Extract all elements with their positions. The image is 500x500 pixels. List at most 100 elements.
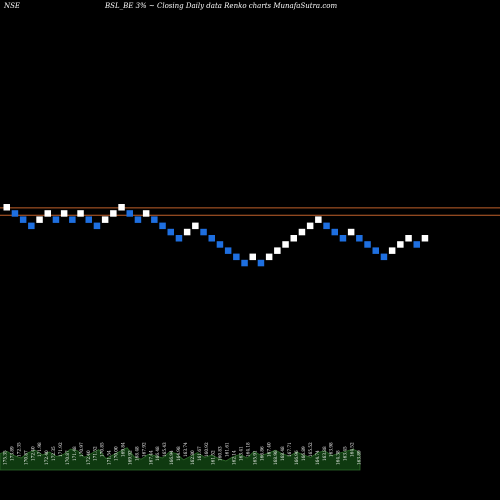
volume-label: 163.45 xyxy=(343,446,348,461)
down-brick xyxy=(413,241,420,248)
volume-label: 169.84 xyxy=(121,442,126,457)
up-brick xyxy=(290,235,297,242)
volume-label: 162.14 xyxy=(232,450,237,465)
volume-label: 169.92 xyxy=(127,450,132,465)
volume-panel xyxy=(0,447,361,471)
volume-label: 167.44 xyxy=(148,450,153,465)
up-brick xyxy=(183,228,191,236)
up-brick xyxy=(60,210,68,217)
volume-label: 166.86 xyxy=(259,446,264,461)
up-brick xyxy=(77,210,84,217)
volume-label: 172.40 xyxy=(44,450,49,465)
up-brick xyxy=(101,216,109,223)
volume-label: 167.92 xyxy=(141,442,146,457)
volume-label: 165.43 xyxy=(162,442,167,457)
volume-label: 172.35 xyxy=(16,442,21,457)
volume-label: 166.96 xyxy=(294,450,299,465)
down-brick xyxy=(364,241,371,248)
volume-label: 161.52 xyxy=(211,450,216,465)
volume-label: 163.74 xyxy=(183,442,188,457)
down-brick xyxy=(216,241,224,248)
up-brick xyxy=(249,253,256,261)
volume-label: 170.85 xyxy=(100,442,105,457)
volume-label: 164.98 xyxy=(176,446,181,461)
up-brick xyxy=(142,210,150,217)
down-brick xyxy=(175,235,183,242)
up-brick xyxy=(405,235,412,242)
down-brick xyxy=(372,247,379,254)
down-brick xyxy=(339,235,347,242)
volume-label: 171.98 xyxy=(37,442,42,457)
volume-label: 161.61 xyxy=(225,442,230,457)
volume-label: 166.94 xyxy=(169,450,174,465)
volume-label: 168.98 xyxy=(273,450,278,465)
down-brick xyxy=(380,253,388,261)
down-brick xyxy=(19,216,27,223)
volume-label: 164.18 xyxy=(245,442,250,457)
volume-label: 164.74 xyxy=(315,450,320,465)
volume-label: 173.89 xyxy=(9,446,14,461)
down-brick xyxy=(167,228,174,236)
up-brick xyxy=(306,222,314,230)
volume-label: 163.98 xyxy=(329,442,334,457)
volume-label: 165.52 xyxy=(308,442,313,457)
volume-label: 167.40 xyxy=(266,442,271,457)
resistance-lines xyxy=(0,207,500,216)
down-brick xyxy=(200,228,207,236)
up-brick xyxy=(110,210,117,217)
down-brick xyxy=(241,259,248,267)
up-brick xyxy=(421,235,429,242)
up-brick xyxy=(192,222,199,230)
volume-label: 171.52 xyxy=(93,446,98,461)
volume-label: 172.40 xyxy=(86,450,91,465)
chart-title: BSL_BE 3% ~ Closing Daily data Renko cha… xyxy=(104,2,337,10)
volume-label: 168.48 xyxy=(280,446,285,461)
down-brick xyxy=(126,210,133,217)
down-brick xyxy=(11,210,19,217)
down-brick xyxy=(28,222,35,230)
up-brick xyxy=(274,247,281,254)
down-brick xyxy=(233,253,240,261)
volume-label: 171.54 xyxy=(107,450,112,465)
up-brick xyxy=(388,247,396,254)
volume-label: 163.89 xyxy=(357,450,362,465)
down-brick xyxy=(159,222,166,230)
volume-label: 161.67 xyxy=(197,446,202,461)
down-brick xyxy=(224,247,232,254)
volume-label: 170.87 xyxy=(65,450,70,465)
volume-label: 170.97 xyxy=(79,442,84,457)
down-brick xyxy=(69,216,76,223)
up-brick xyxy=(3,204,10,211)
down-brick xyxy=(93,222,101,230)
down-brick xyxy=(257,259,265,267)
volume-label: 160.92 xyxy=(204,442,209,457)
up-brick xyxy=(36,216,43,223)
down-brick xyxy=(208,235,215,242)
volume-label: 172.40 xyxy=(30,446,35,461)
down-brick xyxy=(331,228,338,236)
up-brick xyxy=(282,241,289,248)
volume-label: 175.35 xyxy=(3,450,8,465)
volume-label: 162.80 xyxy=(190,450,195,465)
volume-label: 172.35 xyxy=(51,446,56,461)
down-brick xyxy=(151,216,158,223)
up-brick xyxy=(118,204,125,211)
down-brick xyxy=(52,216,60,223)
volume-label: 163.41 xyxy=(239,446,244,461)
volume-area xyxy=(0,447,361,471)
volume-label: 171.48 xyxy=(72,446,77,461)
volume-label: 160.83 xyxy=(218,446,223,461)
down-brick xyxy=(356,235,363,242)
up-brick xyxy=(298,228,306,236)
down-brick xyxy=(85,216,92,223)
up-brick xyxy=(315,216,322,223)
volume-label: 164.52 xyxy=(350,442,355,457)
down-brick xyxy=(134,216,142,223)
volume-label: 165.91 xyxy=(252,450,257,465)
volume-label: 170.87 xyxy=(23,450,28,465)
up-brick xyxy=(397,241,404,248)
up-brick xyxy=(347,228,355,236)
volume-label: 163.88 xyxy=(322,446,327,461)
